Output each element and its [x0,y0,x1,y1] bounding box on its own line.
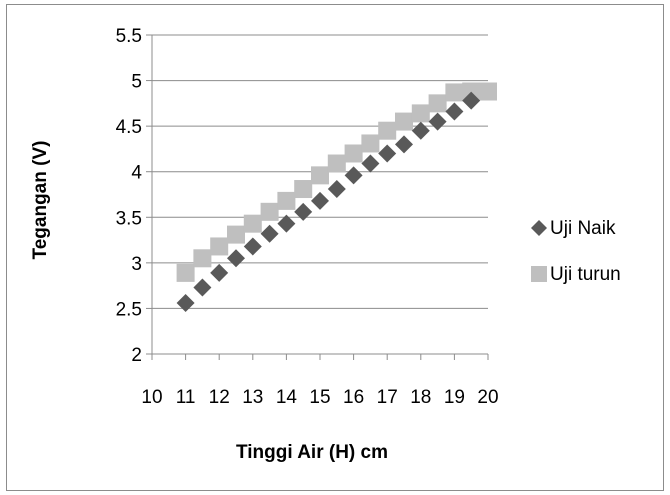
legend-marker-diamond [531,220,547,236]
data-point-uji-turun [411,104,430,123]
y-tick-label-5: 5 [131,72,142,93]
series-uji-turun [176,82,497,282]
data-point-uji-turun [260,202,279,221]
data-point-uji-turun [327,154,346,173]
x-tick-label-16: 16 [343,387,364,408]
legend-item-uji-turun: Uji turun [531,264,621,285]
data-point-uji-naik [311,191,329,210]
data-point-uji-turun [344,144,363,163]
data-point-uji-turun [479,82,497,101]
data-point-uji-naik [227,249,245,268]
y-tick-label-4: 4 [131,163,142,184]
data-point-uji-turun [294,180,313,199]
legend: Uji Naik Uji turun [531,218,621,285]
x-tick-label-13: 13 [242,387,263,408]
legend-label-uji-turun: Uji turun [550,264,621,285]
data-point-uji-turun [361,134,380,153]
y-tick-label-3.5: 3.5 [116,208,142,229]
data-point-uji-naik [411,121,430,140]
data-point-uji-turun [428,94,447,113]
y-axis-title: Tegangan (V) [30,141,51,260]
data-series [176,82,497,312]
x-tick-label-18: 18 [410,387,431,408]
data-point-uji-turun [462,82,481,101]
data-point-uji-turun [227,225,245,244]
data-point-uji-naik [210,263,229,282]
data-point-uji-turun [210,237,229,256]
data-point-uji-naik [193,278,212,297]
x-tick-label-14: 14 [276,387,298,408]
data-point-uji-naik [395,135,413,154]
data-point-uji-naik [294,202,313,221]
data-point-uji-naik [445,102,464,121]
data-point-uji-turun [243,214,262,233]
x-tick-label-15: 15 [309,387,330,408]
chart-frame [6,4,664,491]
data-point-uji-turun [193,249,212,268]
data-point-uji-naik [243,237,262,256]
data-point-uji-turun [311,166,329,185]
legend-label-uji-naik: Uji Naik [550,218,616,239]
x-tick-label-17: 17 [377,387,398,408]
x-tick-labels: 10 11 12 13 14 15 16 17 18 19 20 [141,354,499,408]
data-point-uji-turun [378,121,397,140]
y-tick-label-2: 2 [131,345,142,366]
series-uji-naik [176,91,481,312]
data-point-uji-naik [344,166,363,185]
data-point-uji-turun [176,263,195,282]
data-point-uji-naik [277,214,296,233]
legend-marker-square [531,266,547,282]
x-tick-label-10: 10 [141,387,162,408]
data-point-uji-turun [395,112,413,131]
y-tick-labels: 2 2.5 3 3.5 4 4.5 5 5.5 [116,26,152,366]
data-point-uji-naik [327,180,346,199]
legend-item-uji-naik: Uji Naik [531,218,616,239]
data-point-uji-naik [260,224,279,243]
data-point-uji-turun [445,83,464,102]
x-axis-title: Tinggi Air (H) cm [236,442,388,463]
y-tick-label-2.5: 2.5 [116,299,142,320]
y-tick-label-5.5: 5.5 [116,26,142,47]
x-tick-label-11: 11 [176,387,196,408]
data-point-uji-naik [428,112,447,131]
y-tick-label-4.5: 4.5 [116,117,142,138]
data-point-uji-naik [462,91,481,110]
data-point-uji-naik [361,154,380,173]
x-tick-label-19: 19 [444,387,465,408]
data-point-uji-turun [277,191,296,210]
x-tick-label-20: 20 [477,387,498,408]
y-tick-label-3: 3 [131,254,142,275]
data-point-uji-naik [176,293,195,312]
x-tick-label-12: 12 [209,387,230,408]
data-point-uji-naik [378,144,397,163]
